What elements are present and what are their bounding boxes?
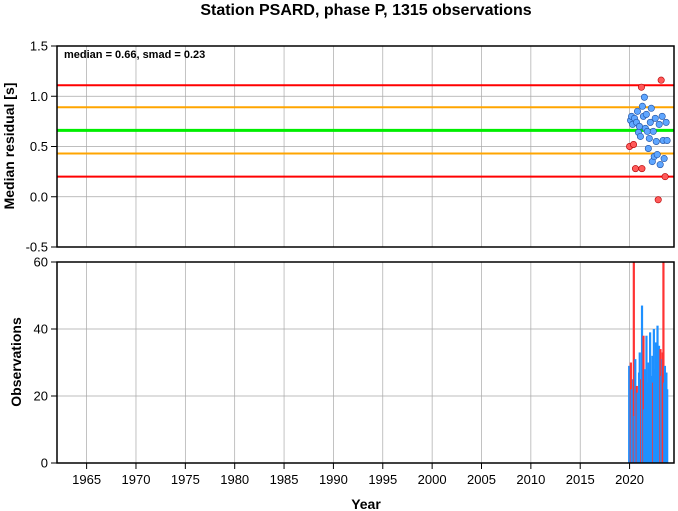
year-tick-label: 2005 [467,472,496,487]
observations-tick-label: 60 [34,255,48,270]
residual-panel: median = 0.66, smad = 0.23 -0.5 0.0 0.5 1.0… [1,39,675,255]
residual-y-axis-label: Median residual [s] [1,83,17,210]
observation-bar [642,335,645,463]
residual-point [631,165,639,173]
residual-point [642,110,650,118]
observation-bar [645,335,648,463]
residual-point [653,151,661,159]
residual-point [638,102,646,110]
residual-grid [57,45,674,248]
reference-lines [57,84,674,178]
residual-point [640,93,648,101]
residual-point [656,161,664,169]
residual-point [657,76,665,84]
residual-point [630,140,638,148]
observation-bar [640,305,644,463]
chart-title: Station PSARD, phase P, 1315 observation… [200,2,531,19]
residual-tick-label: 0.5 [30,139,48,154]
year-tick-label: 1980 [220,472,249,487]
year-tick-label: 1995 [368,472,397,487]
residual-point [649,127,657,135]
residual-point [647,104,655,112]
year-tick-label: 2000 [418,472,447,487]
year-tick-label: 2015 [566,472,595,487]
observation-bar [662,262,665,463]
observation-bar [632,262,635,463]
residual-point [655,120,663,128]
residual-y-ticks: -0.5 0.0 0.5 1.0 1.5 [26,39,57,255]
residual-point [646,118,654,126]
residual-tick-label: 1.0 [30,89,48,104]
residual-point [661,173,669,181]
residual-points [626,76,671,204]
stats-annotation: median = 0.66, smad = 0.23 [64,49,205,61]
residual-point [635,122,643,130]
observation-bar [652,329,655,463]
observations-y-ticks: 0 20 40 60 [34,255,57,471]
observation-bars [628,262,669,463]
observations-tick-label: 40 [34,322,48,337]
year-tick-label: 1990 [319,472,348,487]
residual-point [654,196,662,204]
year-tick-label: 2010 [516,472,545,487]
year-tick-label: 2020 [615,472,644,487]
residual-tick-label: 0.0 [30,189,48,204]
observations-grid [57,261,674,464]
year-tick-label: 1975 [171,472,200,487]
residual-point [652,137,660,145]
residual-point [638,165,646,173]
observation-bar [666,389,669,463]
residual-point [643,127,651,135]
residual-point [660,155,668,163]
residual-point [662,118,670,126]
residual-tick-label: -0.5 [26,240,48,255]
year-tick-label: 1965 [72,472,101,487]
observations-panel-frame [56,261,675,464]
residual-tick-label: 1.5 [30,39,48,54]
observations-y-axis-label: Observations [8,317,24,407]
year-x-axis-label: Year [351,496,381,511]
observations-tick-label: 20 [34,389,48,404]
residual-point [636,132,644,140]
year-tick-label: 1970 [122,472,151,487]
residual-point [645,134,653,142]
year-x-ticks: 1965 1970 1975 1980 1985 1990 1995 2000 2005 2010… [72,463,644,487]
residual-point [637,83,645,91]
observations-tick-label: 0 [41,456,48,471]
observations-panel: 0 20 40 60 1965 1970 1975 1980 1985 1990 1995 2000… [8,255,675,511]
year-tick-label: 1985 [270,472,299,487]
residual-point [633,107,641,115]
residual-point [663,136,671,144]
residual-point [658,112,666,120]
residual-point [644,145,652,153]
residual-point [651,114,659,122]
